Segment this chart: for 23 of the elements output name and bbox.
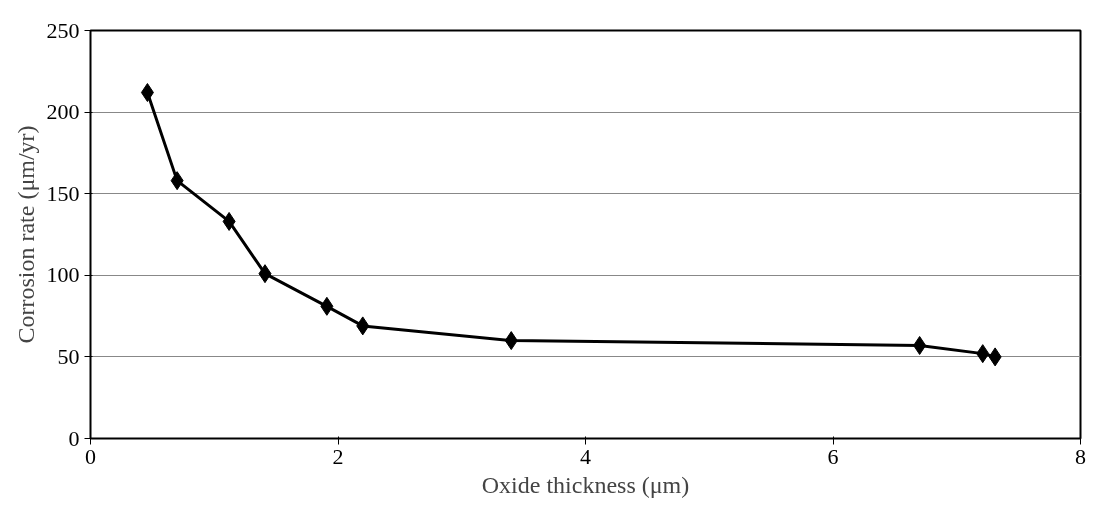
y-tick-label: 50	[57, 343, 80, 369]
point	[140, 83, 154, 103]
x-tick-label: 4	[580, 443, 591, 469]
y-tick-label: 200	[46, 99, 80, 125]
point	[356, 316, 370, 336]
point	[258, 264, 272, 284]
point	[504, 331, 518, 351]
y-tick-label: 250	[46, 17, 80, 43]
point	[913, 335, 927, 355]
x-tick-label: 0	[85, 443, 96, 469]
x-tick-label: 6	[827, 443, 839, 469]
point	[222, 211, 236, 231]
y-tick-label: 150	[46, 180, 80, 206]
point	[170, 171, 184, 191]
point	[976, 344, 990, 364]
y-tick-label: 0	[68, 425, 80, 451]
point	[988, 347, 1002, 367]
point	[320, 296, 334, 316]
x-axis-title: Oxide thickness (μm)	[481, 471, 690, 498]
x-tick-label: 8	[1075, 443, 1086, 469]
x-tick-label: 2	[332, 443, 344, 469]
y-axis-title: Corrosion rate (μm/yr)	[12, 125, 39, 344]
y-tick-label: 100	[46, 262, 80, 288]
